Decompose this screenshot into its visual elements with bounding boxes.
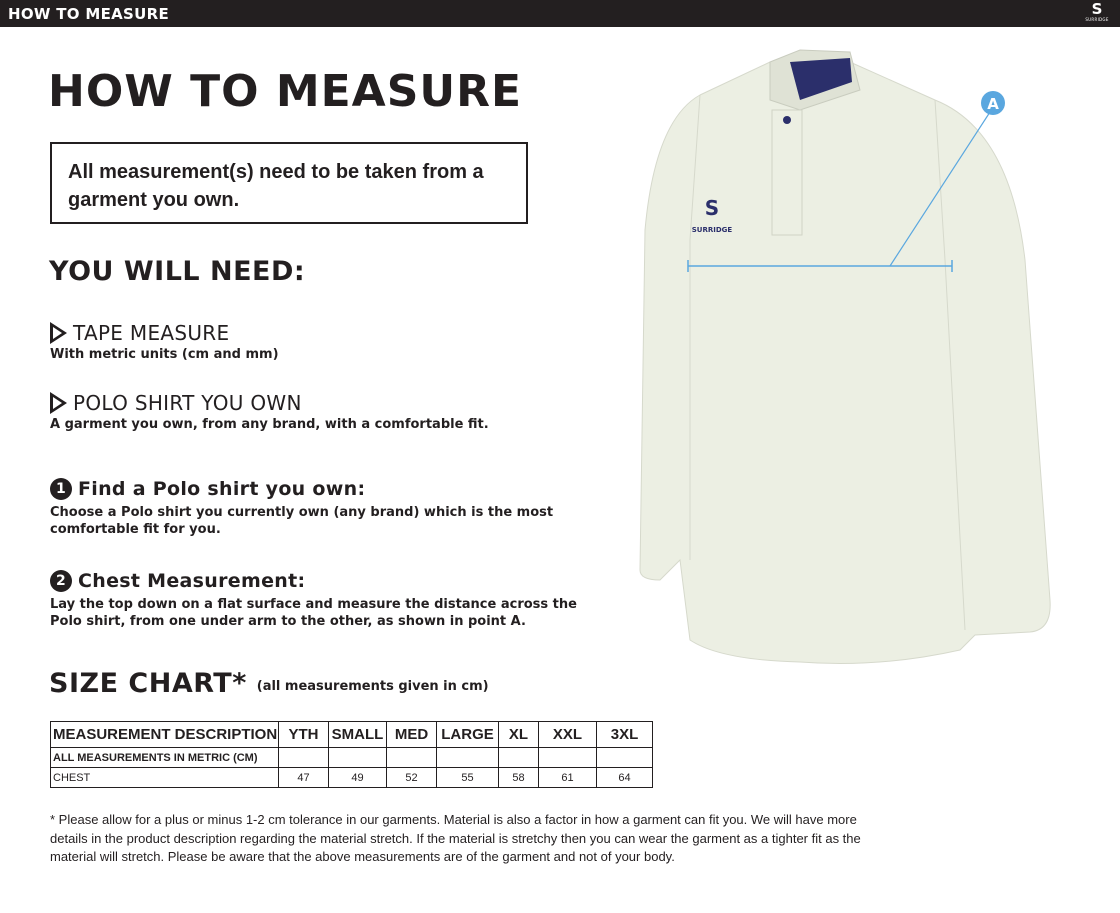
value-cell: 49: [328, 767, 387, 788]
chest-logo-icon: S: [705, 196, 719, 220]
need-tape-measure: TAPE MEASURE With metric units (cm and m…: [50, 321, 279, 362]
header-cell: YTH: [278, 721, 329, 748]
need-title: TAPE MEASURE: [73, 321, 230, 345]
size-chart-note: (all measurements given in cm): [256, 679, 489, 694]
point-a-label: A: [987, 95, 999, 113]
step-number: 1: [50, 478, 72, 500]
you-will-need-heading: YOU WILL NEED:: [49, 256, 306, 287]
step-desc: Lay the top down on a flat surface and m…: [50, 597, 577, 629]
top-bar-title: HOW TO MEASURE: [8, 5, 170, 23]
need-polo-shirt: POLO SHIRT YOU OWN A garment you own, fr…: [50, 391, 489, 432]
value-cell: 61: [538, 767, 597, 788]
size-chart-title: SIZE CHART*: [49, 668, 247, 699]
header-cell: LARGE: [436, 721, 499, 748]
subheader-cell: ALL MEASUREMENTS IN METRIC (CM): [50, 747, 279, 768]
step-number: 2: [50, 570, 72, 592]
header-cell: XXL: [538, 721, 597, 748]
table-subheader-row: ALL MEASUREMENTS IN METRIC (CM): [50, 747, 653, 768]
chest-logo-text: SURRIDGE: [692, 226, 733, 234]
shirt-diagram: S SURRIDGE A: [639, 49, 1051, 664]
top-bar: HOW TO MEASURE S SURRIDGE: [0, 0, 1120, 27]
step-title: Chest Measurement:: [78, 570, 306, 592]
triangle-bullet-icon: [50, 392, 67, 414]
step-1: 1 Find a Polo shirt you own: Choose a Pol…: [50, 478, 590, 538]
step-desc: Choose a Polo shirt you currently own (a…: [50, 505, 554, 537]
footnote: * Please allow for a plus or minus 1-2 c…: [50, 812, 861, 864]
header-cell: SMALL: [328, 721, 387, 748]
pointer-line: [889, 111, 991, 267]
value-cell: 64: [596, 767, 653, 788]
triangle-bullet-icon: [50, 322, 67, 344]
step-title: Find a Polo shirt you own:: [78, 478, 366, 500]
shirt-body: [639, 61, 1051, 664]
value-cell: 47: [278, 767, 329, 788]
header-cell: MED: [386, 721, 437, 748]
value-cell: 55: [436, 767, 499, 788]
value-cell: 52: [386, 767, 437, 788]
header-cell: 3XL: [596, 721, 653, 748]
value-cell: 58: [498, 767, 539, 788]
page-title: HOW TO MEASURE: [48, 66, 523, 117]
size-chart-heading: SIZE CHART* (all measurements given in c…: [49, 668, 489, 699]
point-a-marker: [981, 91, 1005, 115]
header-cell: XL: [498, 721, 539, 748]
need-title: POLO SHIRT YOU OWN: [73, 391, 302, 415]
header-cell: MEASUREMENT DESCRIPTION: [50, 721, 279, 748]
table-row: CHEST 47 49 52 55 58 61 64: [50, 767, 653, 788]
row-label: CHEST: [50, 767, 279, 788]
size-table: MEASUREMENT DESCRIPTION YTH SMALL MED LA…: [50, 721, 653, 788]
notice-box: All measurement(s) need to be taken from…: [50, 142, 528, 224]
table-header-row: MEASUREMENT DESCRIPTION YTH SMALL MED LA…: [50, 721, 653, 748]
need-desc: A garment you own, from any brand, with …: [50, 417, 489, 432]
surridge-logo: S SURRIDGE: [1085, 0, 1109, 23]
step-2: 2 Chest Measurement: Lay the top down on …: [50, 570, 580, 630]
need-desc: With metric units (cm and mm): [50, 347, 279, 362]
